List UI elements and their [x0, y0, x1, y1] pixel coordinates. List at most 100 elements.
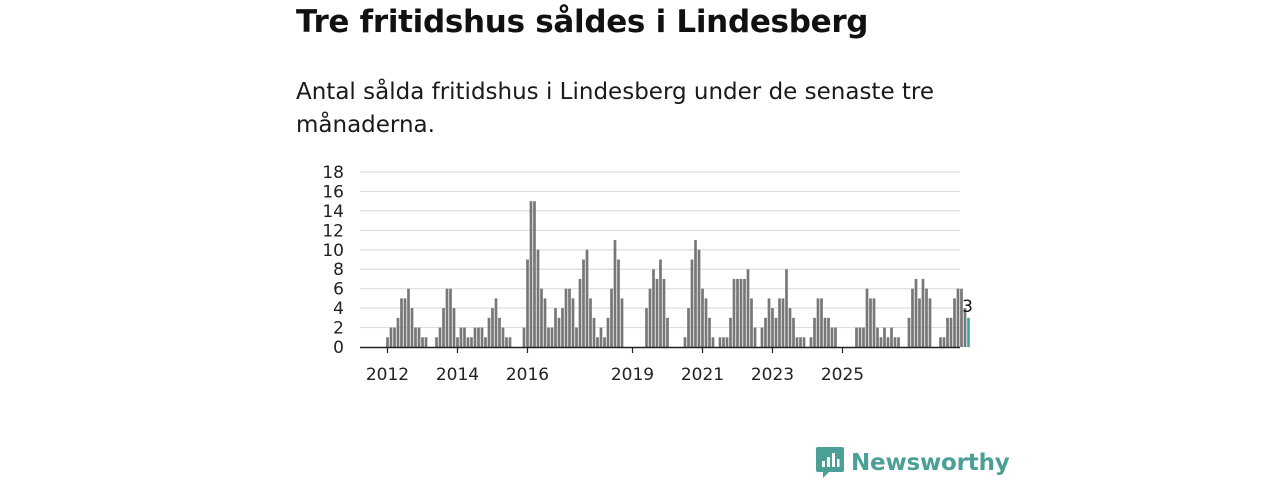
- bar: [830, 327, 834, 347]
- bar: [683, 337, 687, 347]
- bar: [872, 298, 876, 347]
- chart-subtitle: Antal sålda fritidshus i Lindesberg unde…: [296, 79, 935, 138]
- bar: [823, 317, 827, 347]
- bar-latest: [967, 317, 970, 347]
- x-tick-label: 2016: [506, 365, 549, 385]
- y-tick-label: 2: [333, 319, 344, 339]
- bar: [792, 317, 795, 347]
- bar: [445, 288, 449, 347]
- bar: [956, 288, 960, 347]
- bar: [813, 317, 816, 347]
- bar: [925, 288, 928, 347]
- bar: [449, 288, 452, 347]
- bar: [540, 288, 543, 347]
- bar: [736, 278, 739, 347]
- bar: [393, 327, 396, 347]
- bar: [592, 317, 596, 347]
- bar: [659, 259, 662, 347]
- bar: [704, 298, 708, 347]
- bar: [785, 269, 788, 347]
- x-axis: 2012 2014 2016 2019 2021 2023 2025: [360, 346, 960, 385]
- y-tick-label: 12: [322, 221, 344, 241]
- y-tick-label: 4: [333, 299, 344, 319]
- bar: [557, 317, 561, 347]
- bar: [389, 327, 393, 347]
- bar: [547, 327, 550, 347]
- bar: [463, 327, 466, 347]
- bar: [459, 327, 463, 347]
- bar: [554, 308, 557, 347]
- bar: [694, 240, 697, 347]
- y-tick-label: 10: [322, 241, 344, 261]
- last-value-label: 3: [962, 297, 973, 317]
- bar: [424, 337, 428, 347]
- bar: [403, 298, 407, 347]
- bar: [522, 327, 526, 347]
- bar: [879, 337, 883, 347]
- bar: [928, 298, 932, 347]
- bar: [484, 337, 487, 347]
- bar: [911, 288, 914, 347]
- bar: [687, 308, 690, 347]
- bar: [939, 337, 942, 347]
- bar: [396, 317, 400, 347]
- y-tick-label: 16: [322, 182, 344, 202]
- bar: [963, 308, 967, 347]
- bar: [722, 337, 725, 347]
- bar: [603, 337, 606, 347]
- bar: [610, 288, 613, 347]
- bar: [886, 337, 890, 347]
- bar: [435, 337, 438, 347]
- bar: [568, 288, 571, 347]
- bar: [466, 337, 470, 347]
- bar: [690, 259, 694, 347]
- bar: [767, 298, 771, 347]
- bar: [473, 327, 477, 347]
- bar: [697, 249, 701, 347]
- bar: [918, 298, 921, 347]
- bar: [508, 337, 512, 347]
- bar: [417, 327, 421, 347]
- bar: [575, 327, 578, 347]
- bar: [816, 298, 820, 347]
- bar: [666, 317, 669, 347]
- bar: [662, 278, 666, 347]
- bar: [589, 298, 592, 347]
- bar: [960, 288, 963, 347]
- y-tick-label: 0: [333, 338, 344, 358]
- bar: [386, 337, 389, 347]
- x-tick-label: 2021: [681, 365, 724, 385]
- bar: [820, 298, 823, 347]
- bar: [480, 327, 484, 347]
- bar: [585, 249, 589, 347]
- bar: [781, 298, 785, 347]
- newsworthy-logo-icon: [816, 447, 844, 478]
- bar: [890, 327, 893, 347]
- y-tick-label: 8: [333, 260, 344, 280]
- bar: [921, 278, 925, 347]
- bar: [711, 337, 715, 347]
- bar: [855, 327, 858, 347]
- x-tick-label: 2012: [366, 365, 409, 385]
- bar: [491, 308, 494, 347]
- bar: [550, 327, 554, 347]
- bar: [606, 317, 610, 347]
- bar: [526, 259, 529, 347]
- brand-name: Newsworthy: [851, 450, 1010, 476]
- bar: [655, 278, 659, 347]
- bar: [907, 317, 911, 347]
- bar: [764, 317, 767, 347]
- bar: [953, 298, 956, 347]
- bar: [914, 278, 918, 347]
- y-tick-label: 6: [333, 280, 344, 300]
- bar: [795, 337, 799, 347]
- bar: [708, 317, 711, 347]
- bar: [561, 308, 564, 347]
- bar: [862, 327, 865, 347]
- x-tick-label: 2019: [611, 365, 654, 385]
- bar: [470, 337, 473, 347]
- bar: [452, 308, 456, 347]
- bar: [617, 259, 620, 347]
